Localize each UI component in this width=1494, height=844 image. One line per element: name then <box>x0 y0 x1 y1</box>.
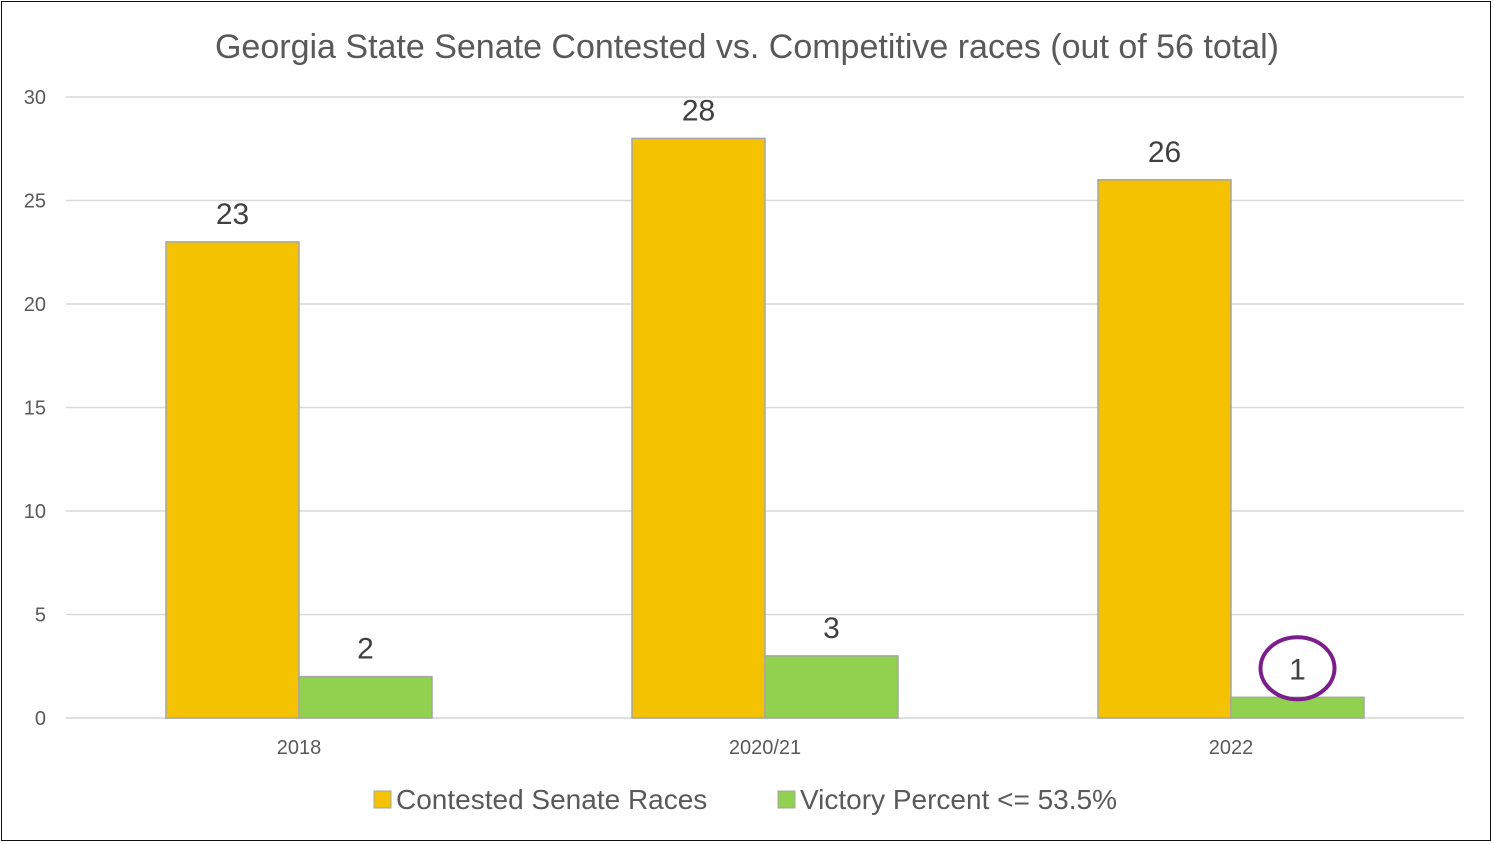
data-label: 26 <box>1148 136 1181 169</box>
y-tick-label: 30 <box>24 87 46 109</box>
y-tick-label: 25 <box>24 191 46 213</box>
data-label: 28 <box>682 94 715 127</box>
data-label: 2 <box>357 633 374 666</box>
y-axis-tick-labels: 0 5 10 15 20 25 30 <box>24 87 46 730</box>
chart-title: Georgia State Senate Contested vs. Compe… <box>215 28 1279 66</box>
x-category-label: 2018 <box>277 737 322 759</box>
data-labels: 23 2 28 3 26 1 <box>216 94 1337 702</box>
x-axis-category-labels: 2018 2020/21 2022 <box>277 737 1254 759</box>
bar-victory <box>764 655 899 719</box>
bar-contested <box>1097 179 1232 719</box>
legend-swatch <box>373 790 392 809</box>
x-category-label: 2020/21 <box>729 737 801 759</box>
bar-contested <box>631 137 766 719</box>
data-label: 23 <box>216 198 249 231</box>
legend: Contested Senate Races Victory Percent <=… <box>373 784 1117 815</box>
bar-contested <box>165 241 300 719</box>
legend-item-victory: Victory Percent <= 53.5% <box>777 784 1117 815</box>
data-label: 1 <box>1289 653 1306 686</box>
legend-item-contested: Contested Senate Races <box>373 784 707 815</box>
y-tick-label: 15 <box>24 398 46 420</box>
legend-label: Victory Percent <= 53.5% <box>800 784 1117 815</box>
y-tick-label: 10 <box>24 501 46 523</box>
y-tick-label: 5 <box>35 605 46 627</box>
bar-victory <box>298 675 433 719</box>
y-tick-label: 20 <box>24 294 46 316</box>
x-category-label: 2022 <box>1209 737 1254 759</box>
legend-label: Contested Senate Races <box>396 784 707 815</box>
legend-swatch <box>777 790 796 809</box>
bars <box>165 137 1365 719</box>
highlight-circle <box>1258 635 1337 702</box>
data-label: 3 <box>823 612 840 645</box>
y-tick-label: 0 <box>35 708 46 730</box>
